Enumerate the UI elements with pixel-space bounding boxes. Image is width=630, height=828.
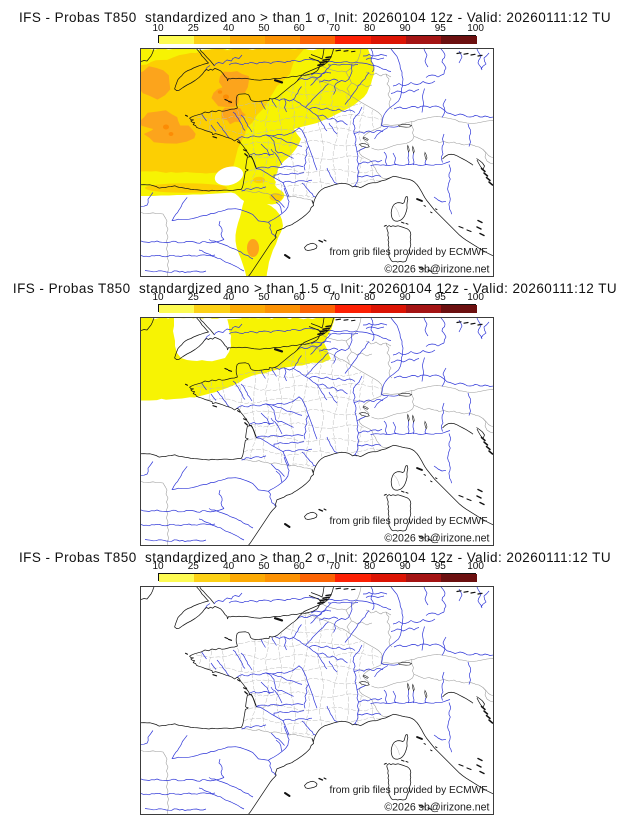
svg-text:from grib files provided by EC: from grib files provided by ECMWF	[330, 516, 488, 527]
svg-text:from grib files provided by EC: from grib files provided by ECMWF	[330, 785, 488, 796]
svg-text:from grib files provided by EC: from grib files provided by ECMWF	[330, 247, 488, 258]
svg-text:©2026 sb@irizone.net: ©2026 sb@irizone.net	[384, 533, 489, 545]
svg-text:©2026 sb@irizone.net: ©2026 sb@irizone.net	[384, 264, 489, 276]
svg-text:©2026 sb@irizone.net: ©2026 sb@irizone.net	[384, 802, 489, 814]
